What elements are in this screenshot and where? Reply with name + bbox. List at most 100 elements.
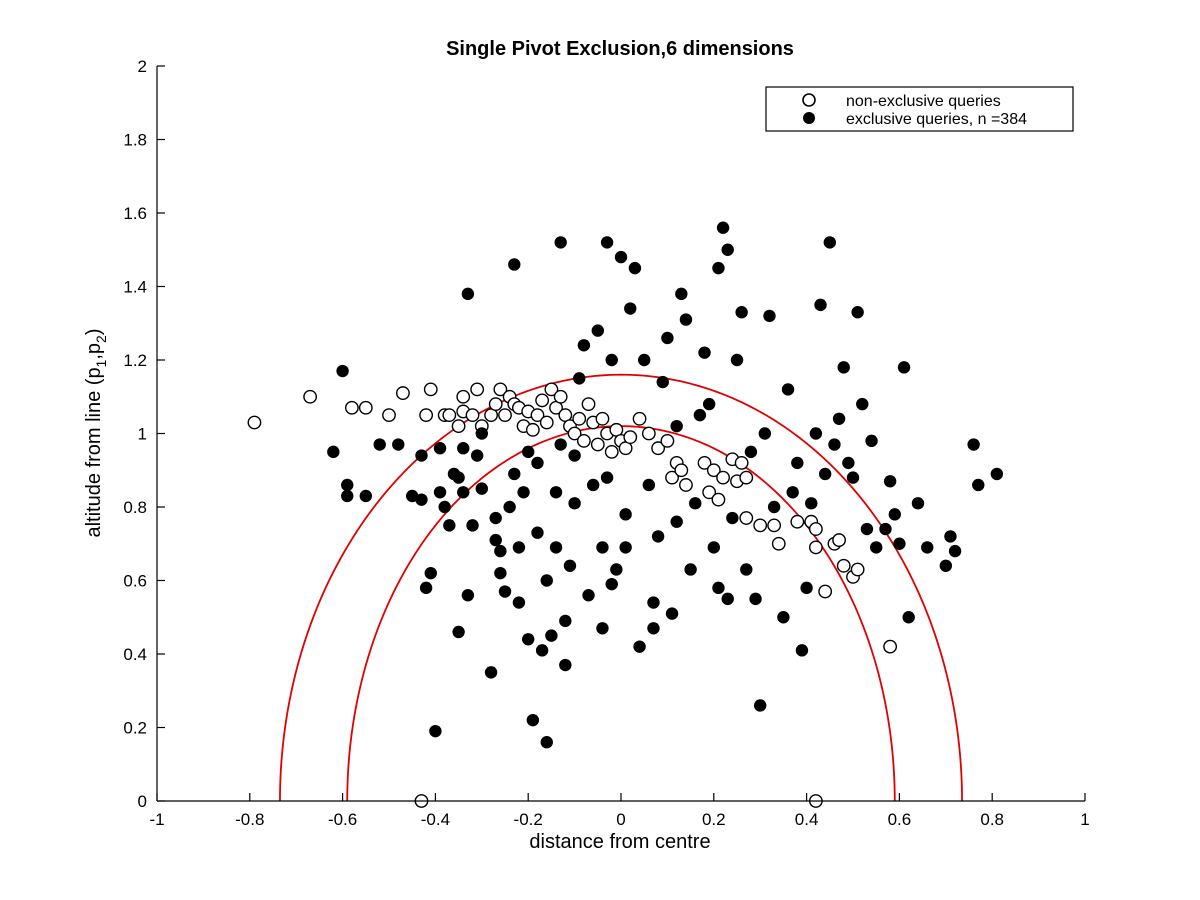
exclusive-point xyxy=(754,699,767,712)
legend-entry-exclusive: exclusive queries, n =384 xyxy=(846,111,1027,128)
legend: non-exclusive queries exclusive queries,… xyxy=(765,86,1074,132)
non-exclusive-point xyxy=(808,540,823,555)
y-tick-label: 1.4 xyxy=(123,278,147,297)
exclusive-point xyxy=(568,497,581,510)
exclusive-point xyxy=(888,508,901,521)
non-exclusive-point xyxy=(396,386,410,400)
exclusive-point xyxy=(475,427,488,440)
exclusive-point xyxy=(948,544,962,558)
non-exclusive-point xyxy=(660,433,675,448)
exclusive-point xyxy=(600,236,614,249)
non-exclusive-point xyxy=(539,415,554,430)
exclusive-point xyxy=(424,566,437,580)
exclusive-point xyxy=(540,574,553,587)
y-tick-label: 1.2 xyxy=(123,351,147,370)
non-exclusive-point xyxy=(850,562,865,577)
exclusive-point xyxy=(484,666,498,679)
non-exclusive-point xyxy=(739,470,754,485)
data-points xyxy=(247,221,1004,808)
exclusive-point xyxy=(512,541,526,554)
exclusive-point xyxy=(503,500,516,514)
x-tick-label: -0.8 xyxy=(235,810,264,829)
exclusive-point xyxy=(837,361,850,374)
non-exclusive-point xyxy=(706,463,721,478)
exclusive-point xyxy=(549,486,563,499)
exclusive-point xyxy=(438,500,451,514)
non-exclusive-point xyxy=(832,533,846,547)
exclusive-point xyxy=(712,581,725,595)
exclusive-point xyxy=(373,438,386,451)
exclusive-point xyxy=(665,607,679,620)
exclusive-point xyxy=(647,622,660,635)
non-exclusive-point xyxy=(530,408,545,423)
exclusive-point xyxy=(433,442,447,455)
exclusive-point xyxy=(443,519,456,532)
non-exclusive-point xyxy=(679,478,693,492)
exclusive-point xyxy=(419,581,433,595)
non-exclusive-point xyxy=(595,411,610,426)
y-tick-label: 1.8 xyxy=(123,131,147,150)
exclusive-point xyxy=(508,467,521,481)
exclusive-point xyxy=(549,541,563,554)
non-exclusive-point xyxy=(544,382,559,397)
exclusive-point xyxy=(865,434,878,448)
exclusive-point xyxy=(679,313,693,326)
exclusive-point xyxy=(554,438,567,451)
exclusive-point xyxy=(489,533,502,547)
non-exclusive-point xyxy=(451,419,466,434)
x-tick-label: 0.8 xyxy=(980,810,1004,829)
exclusive-point xyxy=(726,511,739,525)
non-exclusive-point xyxy=(498,408,512,423)
exclusive-point xyxy=(814,298,827,312)
exclusive-point xyxy=(531,526,544,539)
exclusive-point xyxy=(433,486,447,499)
exclusive-point xyxy=(568,449,581,462)
x-tick-label: 0.4 xyxy=(795,810,819,829)
exclusive-point xyxy=(828,438,841,451)
non-exclusive-point xyxy=(641,426,656,441)
exclusive-point xyxy=(522,633,535,646)
x-tick-label: -0.2 xyxy=(514,810,543,829)
exclusive-point xyxy=(522,445,535,459)
exclusive-point xyxy=(767,500,781,514)
y-tick-label: 0.6 xyxy=(123,572,147,591)
exclusive-point xyxy=(721,243,734,256)
exclusive-point xyxy=(805,497,818,510)
y-tick-label: 0 xyxy=(138,792,147,811)
y-tick-label: 0.4 xyxy=(123,645,147,664)
x-tick-label: -0.6 xyxy=(328,810,357,829)
legend-entry-non-exclusive: non-exclusive queries xyxy=(846,93,1001,110)
exclusive-point xyxy=(642,478,656,492)
exclusive-point xyxy=(554,236,567,249)
exclusive-point xyxy=(638,353,651,367)
x-tick-label: -1 xyxy=(149,810,164,829)
exclusive-point xyxy=(883,475,897,488)
exclusive-point xyxy=(763,309,776,323)
exclusive-point xyxy=(624,302,637,315)
exclusive-point xyxy=(535,644,549,657)
exclusive-point xyxy=(893,537,906,550)
non-exclusive-point xyxy=(442,408,457,423)
exclusive-point xyxy=(698,346,711,359)
exclusive-point xyxy=(406,489,419,503)
non-exclusive-point xyxy=(651,441,666,456)
exclusive-point xyxy=(526,713,540,727)
non-exclusive-point xyxy=(525,422,540,437)
y-label-suffix: ) xyxy=(83,328,105,335)
x-axis-label: distance from centre xyxy=(529,831,710,853)
exclusive-point xyxy=(879,522,892,536)
exclusive-point xyxy=(944,530,957,543)
y-tick-label: 1.6 xyxy=(123,204,147,223)
exclusive-point xyxy=(795,644,809,657)
exclusive-point xyxy=(693,408,707,422)
exclusive-point xyxy=(842,456,855,470)
exclusive-point xyxy=(359,489,372,503)
exclusive-point xyxy=(902,611,915,624)
y-label-sub2: 2 xyxy=(93,335,109,343)
non-exclusive-point xyxy=(567,426,582,441)
exclusive-point xyxy=(489,511,502,525)
non-exclusive-point xyxy=(697,455,712,470)
exclusive-point xyxy=(707,541,720,554)
exclusive-point xyxy=(758,427,772,440)
